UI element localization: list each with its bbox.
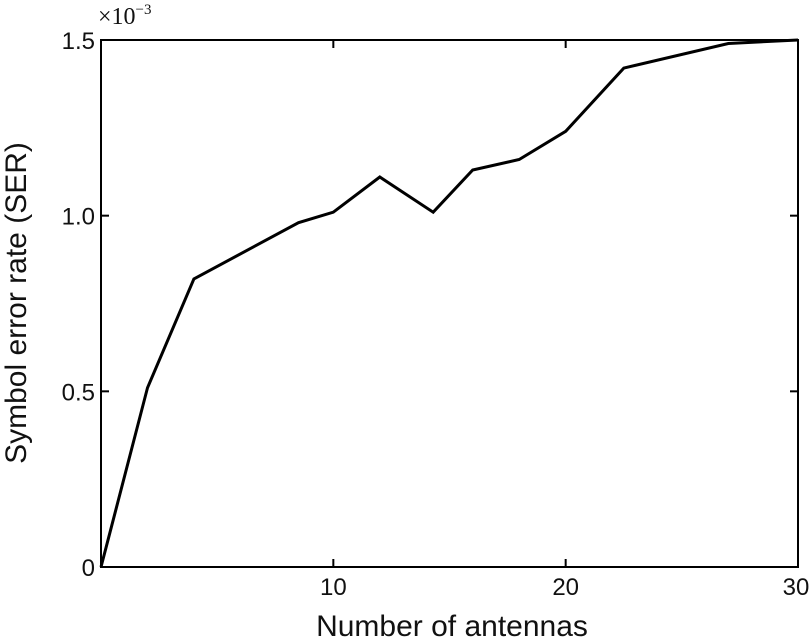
- y-multiplier-base: ×10: [98, 4, 136, 30]
- y-tick-label: 1.0: [62, 204, 95, 231]
- y-multiplier-exponent: −3: [136, 2, 152, 18]
- x-tick-label: 20: [552, 574, 579, 601]
- tick-labels: 10 20 30 0 0.5 1.0 1.5: [62, 28, 810, 601]
- series-line: [99, 38, 799, 568]
- x-tick-label: 10: [320, 574, 347, 601]
- plot-frame: [100, 39, 799, 568]
- y-axis-label: Symbol error rate (SER): [0, 142, 33, 464]
- axis-ticks: [101, 39, 799, 568]
- y-tick-label: 0: [82, 555, 95, 582]
- y-tick-label: 0.5: [62, 379, 95, 406]
- x-axis-label: Number of antennas: [316, 610, 588, 643]
- y-tick-label: 1.5: [62, 28, 95, 55]
- x-tick-label: 30: [783, 574, 810, 601]
- series-group: [99, 38, 799, 568]
- y-multiplier: ×10−3: [98, 2, 152, 30]
